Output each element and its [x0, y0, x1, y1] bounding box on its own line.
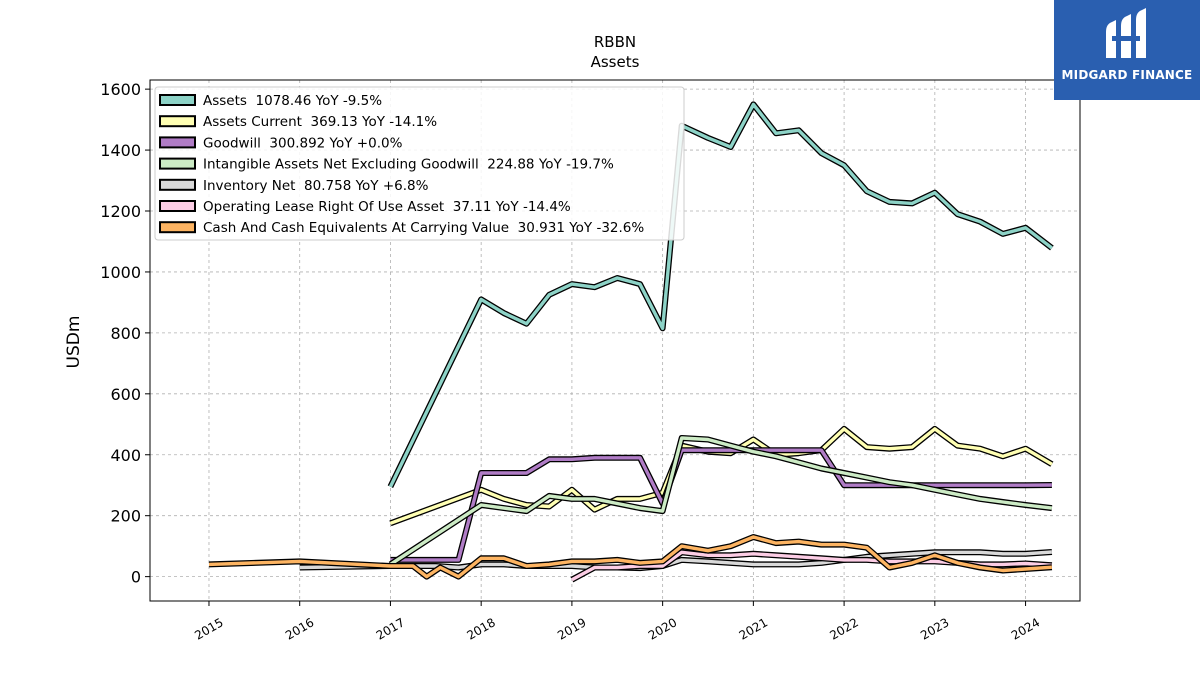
y-tick-label: 1600	[100, 80, 141, 99]
series-line	[208, 534, 1053, 580]
x-tick-label: 2023	[918, 615, 951, 642]
plot-frame	[149, 79, 1081, 602]
legend-entry-label: Assets Current 369.13 YoY -14.1%	[203, 114, 437, 130]
chart-subtitle: Assets	[591, 53, 640, 71]
y-axis-label: USDm	[64, 316, 84, 369]
y-tick-label: 200	[110, 507, 141, 526]
series-line	[389, 425, 1054, 527]
x-tick-label: 2021	[737, 615, 770, 642]
legend-swatch	[159, 221, 196, 234]
legend-entry-label: Cash And Cash Equivalents At Carrying Va…	[203, 220, 644, 236]
legend-swatch	[159, 136, 196, 149]
legend-entry-label: Inventory Net 80.758 YoY +6.8%	[203, 178, 429, 194]
y-tick-label: 1000	[100, 263, 141, 282]
x-axis-ticks: 2015 2016 2017 2018 2019 2020 2021 2022 2023 2024	[192, 601, 1042, 643]
y-tick-label: 0	[131, 568, 141, 587]
x-tick-label: 2017	[374, 615, 407, 642]
series-stroke	[389, 436, 1053, 566]
x-tick-label: 2020	[646, 615, 679, 642]
series-stroke	[299, 550, 1053, 570]
series-stroke	[208, 535, 1053, 579]
legend-swatch	[159, 115, 196, 128]
legend-entry-label: Goodwill 300.892 YoY +0.0%	[203, 135, 403, 151]
legend-entry-label: Operating Lease Right Of Use Asset 37.11…	[203, 199, 571, 215]
legend-swatch	[159, 157, 196, 170]
brand-logo: MIDGARD FINANCE	[1054, 0, 1200, 100]
brand-name: MIDGARD FINANCE	[1061, 68, 1193, 82]
y-axis-ticks: 0 200 400 600 800 1000 1200 1400 1600	[100, 80, 150, 587]
x-tick-label: 2024	[1009, 615, 1042, 642]
legend-swatch	[159, 94, 196, 106]
y-tick-label: 800	[110, 324, 141, 343]
legend-swatch	[159, 178, 196, 191]
x-tick-label: 2016	[283, 615, 316, 642]
series-stroke	[388, 102, 1053, 488]
x-tick-label: 2018	[464, 615, 497, 642]
y-tick-label: 1200	[100, 202, 141, 221]
legend-entry-label: Intangible Assets Net Excluding Goodwill…	[203, 157, 614, 173]
brand-mark-icon	[1106, 8, 1146, 58]
x-tick-label: 2019	[555, 615, 588, 642]
x-tick-label: 2022	[827, 615, 860, 642]
chart-title: RBBN	[594, 33, 636, 51]
series-line	[299, 549, 1053, 572]
series-line	[388, 435, 1053, 567]
y-tick-label: 600	[110, 385, 141, 404]
x-tick-label: 2015	[192, 615, 225, 642]
legend-swatch	[159, 200, 196, 212]
series-line	[387, 101, 1054, 489]
legend-box	[154, 86, 685, 241]
y-tick-label: 1400	[100, 141, 141, 160]
y-tick-label: 400	[110, 446, 141, 465]
series-lines	[208, 101, 1054, 583]
legend-entry-label: Assets 1078.46 YoY -9.5%	[203, 93, 382, 109]
legend: Assets 1078.46 YoY -9.5% Assets Current 3…	[154, 86, 685, 241]
series-stroke	[389, 427, 1053, 525]
